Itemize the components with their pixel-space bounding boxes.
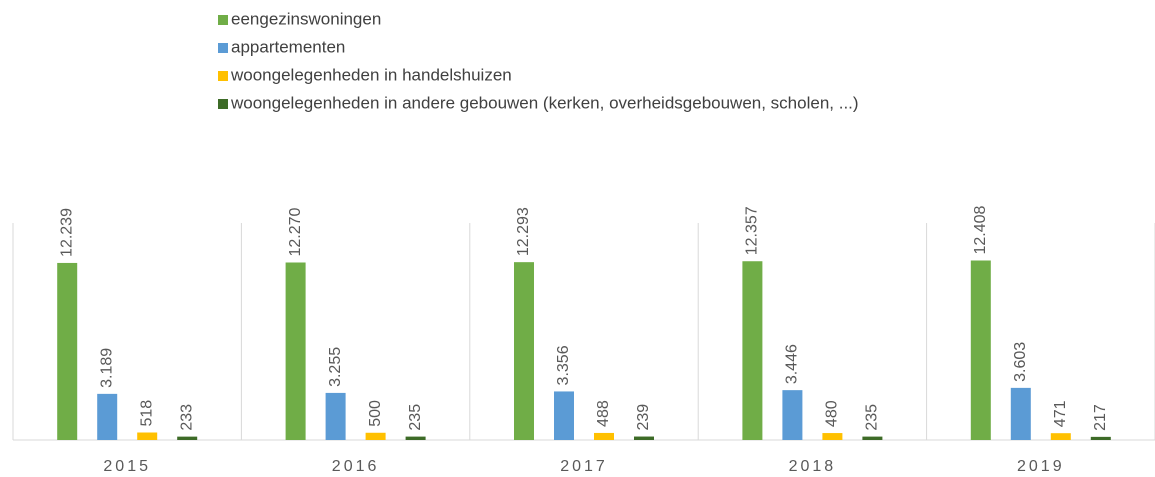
bar	[57, 262, 78, 440]
bar	[782, 390, 803, 440]
data-label: 3.255	[327, 347, 344, 387]
bar	[514, 262, 534, 440]
data-label: 239	[635, 404, 652, 431]
data-label: 235	[407, 404, 424, 431]
bar	[1090, 436, 1111, 440]
data-label: 3.356	[555, 345, 572, 385]
bar	[137, 432, 158, 440]
legend-swatch	[218, 71, 228, 81]
bar	[634, 436, 654, 440]
legend-swatch	[218, 43, 228, 53]
x-tick-label: 2017	[560, 458, 608, 475]
legend-swatch	[218, 99, 228, 109]
data-label: 233	[178, 404, 195, 431]
data-label: 3.446	[784, 344, 801, 384]
bar	[325, 392, 346, 440]
data-label: 480	[824, 400, 841, 427]
data-label: 3.603	[1012, 342, 1029, 382]
bar	[862, 436, 883, 440]
data-label: 500	[367, 400, 384, 427]
bar	[405, 436, 426, 440]
legend-label: eengezinswoningen	[231, 9, 381, 28]
bar	[970, 260, 991, 440]
bar	[177, 436, 198, 440]
data-label: 471	[1052, 400, 1069, 427]
x-tick-label: 2016	[332, 458, 380, 475]
data-label: 488	[595, 400, 612, 427]
legend-label: woongelegenheden in handelshuizen	[230, 65, 512, 84]
data-label: 12.293	[515, 207, 532, 256]
bar	[365, 432, 386, 440]
data-label: 518	[138, 400, 155, 427]
x-tick-label: 2018	[789, 458, 837, 475]
bar	[1050, 433, 1071, 440]
legend-label: appartementen	[231, 37, 345, 56]
data-label: 3.189	[98, 348, 115, 388]
bar	[285, 262, 306, 440]
x-tick-label: 2015	[103, 458, 151, 475]
data-label: 12.408	[972, 205, 989, 254]
legend-label: woongelegenheden in andere gebouwen (ker…	[230, 93, 859, 112]
data-label: 12.357	[744, 206, 761, 255]
bar	[1010, 387, 1031, 440]
x-tick-label: 2019	[1017, 458, 1065, 475]
bar	[554, 391, 574, 440]
bar	[97, 393, 118, 440]
data-label: 12.239	[58, 208, 75, 257]
bar	[594, 432, 614, 440]
data-label: 235	[864, 404, 881, 431]
data-label: 12.270	[287, 207, 304, 256]
legend-swatch	[218, 15, 228, 25]
data-label: 217	[1092, 404, 1109, 431]
bar	[742, 261, 763, 440]
bar	[822, 433, 843, 440]
